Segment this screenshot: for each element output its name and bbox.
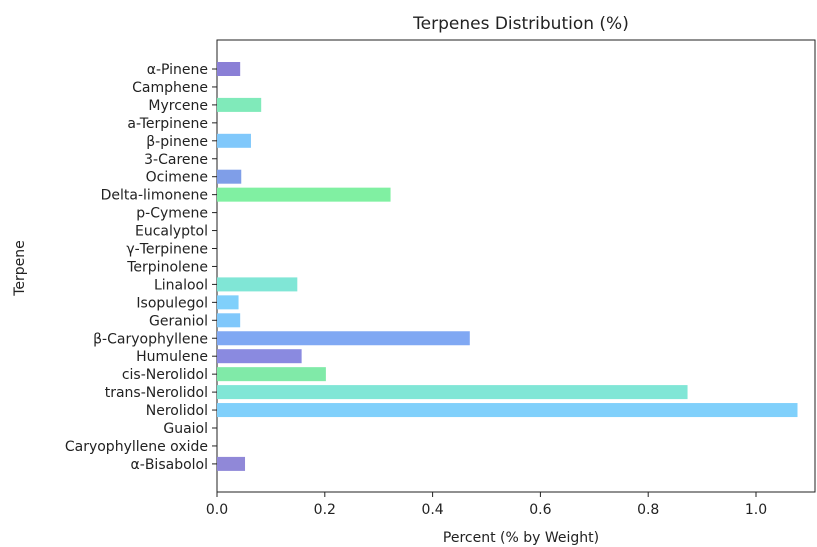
y-tick-label: 3-Carene: [144, 152, 208, 168]
y-tick-label: Delta-limonene: [101, 188, 208, 204]
y-tick-label: trans-Nerolidol: [105, 385, 208, 401]
y-tick-label: Caryophyllene oxide: [65, 439, 208, 455]
bar: [217, 133, 251, 148]
y-axis-title: Terpene: [12, 240, 28, 297]
bar: [217, 313, 241, 328]
plot-area: α-Pinene Camphene Myrcene a-Terpinene β-pine…: [65, 39, 816, 518]
x-tick-label: 0.6: [529, 502, 551, 518]
y-tick-label: cis-Nerolidol: [122, 367, 208, 383]
bar: [217, 403, 798, 418]
x-tick-label: 0.8: [637, 502, 659, 518]
y-tick-label: Humulene: [136, 349, 208, 365]
bar: [217, 97, 262, 112]
chart-title: Terpenes Distribution (%): [412, 14, 629, 34]
y-tick-label: β-pinene: [146, 134, 208, 150]
x-tick-label: 0.0: [206, 502, 228, 518]
bar: [217, 169, 242, 184]
y-tick-label: α-Pinene: [147, 62, 208, 78]
y-tick-label: Myrcene: [148, 98, 208, 114]
y-tick-label: β-Caryophyllene: [93, 331, 208, 347]
y-tick-label: Linalool: [154, 277, 208, 293]
bar: [217, 349, 302, 364]
y-tick-label: p-Cymene: [136, 206, 208, 222]
x-tick-label: 0.4: [421, 502, 443, 518]
bar: [217, 295, 239, 310]
plot-frame: [216, 39, 816, 493]
y-tick-label: Guaiol: [163, 421, 208, 437]
y-tick-label: Eucalyptol: [135, 224, 208, 240]
bar: [217, 367, 326, 382]
y-tick-label: Terpinolene: [126, 259, 208, 275]
y-tick-label: Ocimene: [146, 170, 208, 186]
x-tick-label: 1.0: [745, 502, 767, 518]
y-tick-label: Isopulegol: [136, 295, 208, 311]
y-tick-label: Nerolidol: [146, 403, 208, 419]
x-tick-label: 0.2: [314, 502, 336, 518]
y-tick-label: Geraniol: [149, 313, 208, 329]
bar: [217, 385, 688, 400]
bar: [217, 62, 241, 76]
y-tick-label: a-Terpinene: [127, 116, 208, 132]
bar: [217, 187, 391, 202]
bar: [217, 456, 246, 471]
y-tick-label: Camphene: [132, 80, 208, 96]
x-axis-title: Percent (% by Weight): [443, 530, 599, 546]
bar: [217, 331, 470, 346]
bar: [217, 277, 298, 292]
y-tick-label: γ-Terpinene: [126, 242, 208, 258]
y-tick-label: α-Bisabolol: [131, 457, 208, 473]
